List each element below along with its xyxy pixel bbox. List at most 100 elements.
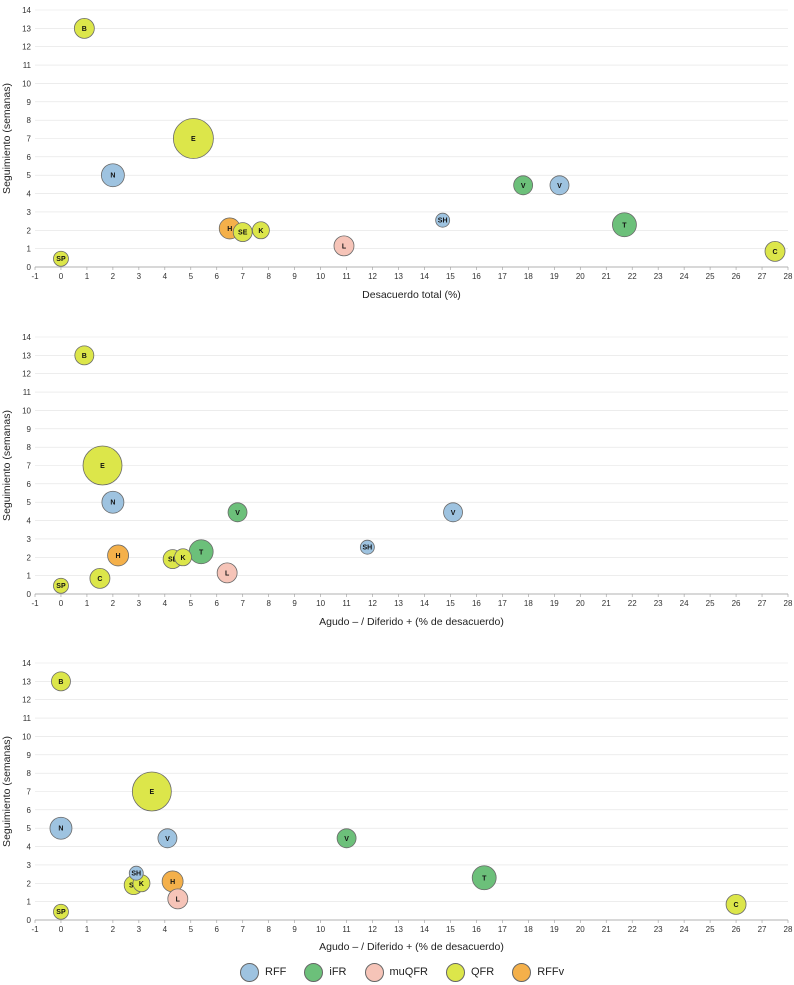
legend: RFF iFR muQFR QFR RFFv [240,962,580,982]
legend-item-iFR: iFR [304,962,347,982]
y-tick-label: 1 [27,245,32,254]
bubble-label: B [82,353,87,360]
y-tick-label: 1 [27,572,32,581]
y-tick-label: 8 [27,769,32,778]
x-tick-label: -1 [31,272,39,281]
bubble-label: E [150,789,155,796]
x-tick-label: 21 [602,272,611,281]
bubble-label: C [772,249,777,256]
bubble-muQFR-L [216,562,238,584]
y-tick-label: 4 [27,517,32,526]
x-tick-label: 12 [368,599,377,608]
x-tick-label: 3 [137,272,142,281]
bubble-label: SP [56,909,66,916]
x-tick-label: 15 [446,599,455,608]
x-tick-label: 0 [59,272,64,281]
y-tick-label: 5 [27,498,32,507]
bubble-iFR-V [227,502,248,523]
x-tick-label: 10 [316,925,325,934]
bubble-label: H [170,879,175,886]
bubble-QFR-E [82,445,123,486]
y-tick-label: 5 [27,171,32,180]
bubble-label: N [110,173,115,180]
x-tick-label: 13 [394,272,403,281]
x-tick-label: 24 [680,925,689,934]
bubble-QFR-B [73,17,95,39]
y-axis-label: Seguimiento (semanas) [1,410,13,521]
x-tick-label: 27 [758,925,767,934]
y-tick-label: 8 [27,443,32,452]
x-tick-label: 6 [215,272,220,281]
legend-swatch [240,962,259,982]
legend-label: QFR [471,966,495,978]
x-tick-label: -1 [31,925,39,934]
x-tick-label: 28 [784,599,793,608]
legend-item-RFF: RFF [240,962,286,982]
bubble-label: C [734,902,739,909]
bubble-label: SP [56,583,66,590]
bubble-QFR-C [89,567,111,589]
y-tick-label: 12 [22,696,31,705]
x-tick-label: 19 [550,925,559,934]
bubble-label: SE [168,557,178,564]
x-tick-label: 11 [342,925,351,934]
bubble-label: T [622,222,627,229]
bubble-label: SE [238,230,248,237]
x-tick-label: 6 [215,925,220,934]
x-tick-label: 18 [524,272,533,281]
legend-item-RFFv: RFFv [512,962,564,982]
bubble-label: K [258,228,263,235]
x-tick-label: 17 [498,272,507,281]
bubble-label: H [227,226,232,233]
bubble-RFF-N [100,163,125,188]
x-tick-label: 9 [292,925,297,934]
x-tick-label: 14 [420,272,429,281]
bubble-iFR-T [471,865,497,891]
x-tick-label: 20 [576,925,585,934]
bubble-label: L [176,896,181,903]
x-tick-label: 24 [680,272,689,281]
bubble-label: V [451,510,456,517]
legend-item-QFR: QFR [446,962,495,982]
x-tick-label: 22 [628,599,637,608]
x-tick-label: 20 [576,272,585,281]
x-tick-label: 11 [342,599,351,608]
y-tick-label: 2 [27,879,32,888]
x-tick-label: 13 [394,925,403,934]
x-tick-label: 3 [137,599,142,608]
y-tick-label: 7 [27,788,32,797]
x-tick-label: 18 [524,925,533,934]
x-tick-label: 17 [498,599,507,608]
y-tick-label: 13 [22,351,31,360]
y-tick-label: 11 [23,714,32,723]
legend-item-muQFR: muQFR [364,962,428,982]
bubble-RFF-SH [435,212,451,228]
x-tick-label: 15 [446,272,455,281]
bubble-QFR-K [174,548,192,567]
y-tick-label: 5 [27,824,32,833]
x-tick-label: 25 [706,925,715,934]
y-tick-label: 6 [27,480,32,489]
x-tick-label: 12 [368,925,377,934]
bubble-label: B [82,26,87,33]
x-tick-label: 27 [758,599,767,608]
x-tick-label: 8 [266,272,271,281]
x-tick-label: 9 [292,272,297,281]
y-tick-label: 3 [27,861,32,870]
x-tick-label: 16 [472,599,481,608]
x-tick-label: 4 [163,272,168,281]
legend-swatch [446,962,465,982]
bubble-label: K [180,555,185,562]
x-tick-label: 14 [420,925,429,934]
bubble-RFF-SH [359,539,375,555]
x-tick-label: 6 [215,599,220,608]
y-tick-label: 12 [22,43,31,52]
x-tick-label: 2 [111,272,116,281]
x-tick-label: 3 [137,925,142,934]
y-tick-label: 9 [27,751,32,760]
y-tick-label: 6 [27,153,32,162]
legend-swatch [364,962,384,982]
